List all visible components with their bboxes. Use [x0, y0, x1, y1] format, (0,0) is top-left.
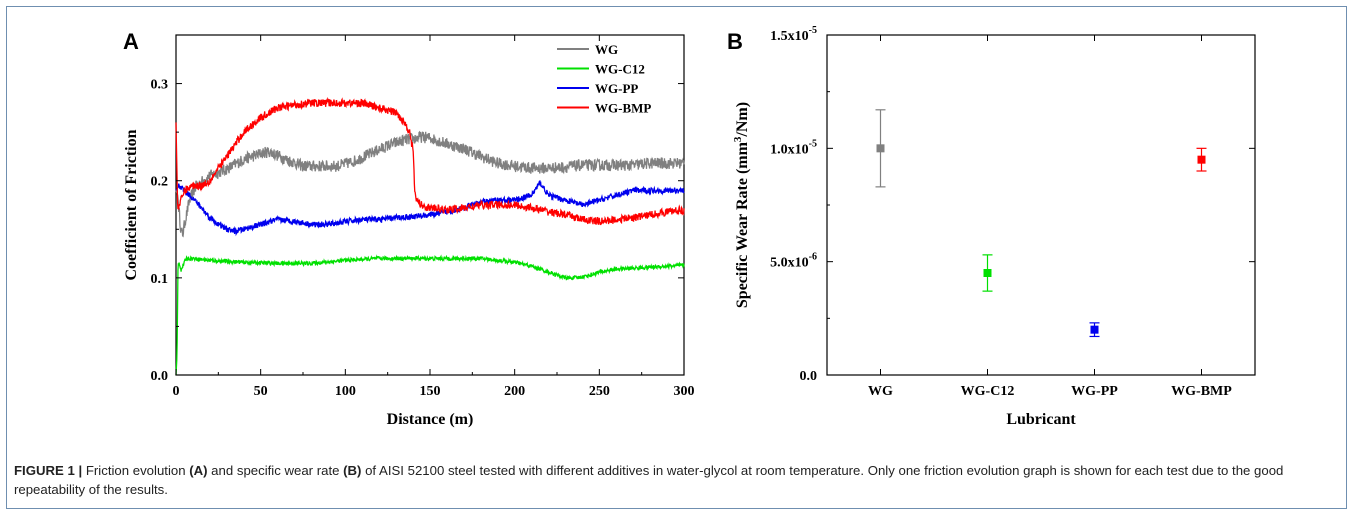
y-tick-mantissa: 1.0x10	[770, 142, 809, 157]
figure-caption: FIGURE 1 | Friction evolution (A) and sp…	[14, 461, 1339, 499]
category-label: WG-PP	[1071, 384, 1118, 399]
panel-a-x-axis-title: Distance (m)	[387, 411, 474, 428]
x-tick-label: 0	[173, 384, 180, 399]
y-tick-label: 0.2	[151, 175, 169, 190]
panel-b-letter: B	[727, 29, 743, 54]
panel-a-y-axis-title: Coefficient of Friction	[123, 129, 140, 280]
caption-text-1: Friction evolution	[82, 463, 190, 478]
x-tick-label: 100	[335, 384, 356, 399]
y-tick-label: 0.0	[800, 369, 818, 384]
panel-b-plot-frame	[826, 34, 1256, 376]
caption-text-2: and specific wear rate	[207, 463, 344, 478]
x-tick-label: 300	[674, 384, 695, 399]
figure-canvas: A 0 50 100 150 200 250 300 0.0 0.1 0.2 0.3 Distanc…	[123, 25, 1256, 428]
caption-panel-b-ref: (B)	[343, 463, 362, 478]
y-tick-label: 5.0x10-6	[770, 252, 817, 271]
series-line-wg	[175, 130, 685, 238]
panel-b-ticks: WG WG-C12 WG-PP WG-BMP0.05.0x10-61.0x10-51.…	[770, 25, 1255, 399]
panel-a-chart: 0 50 100 150 200 250 300 0.0 0.1 0.2 0.3 Distance …	[123, 34, 695, 428]
panel-b-points	[875, 109, 1207, 338]
series-line-wg-c12	[175, 254, 685, 376]
y-tick-label: 1.5x10-5	[770, 25, 817, 44]
x-tick-label: 50	[254, 384, 268, 399]
legend-label: WG-PP	[595, 81, 638, 96]
data-point-wg-pp	[1090, 325, 1099, 334]
figure-frame	[6, 6, 1347, 509]
y-tick-mantissa: 5.0x10	[770, 256, 809, 271]
y-tick-exponent: -5	[809, 138, 817, 149]
data-point-wg	[876, 144, 885, 153]
panel-a-ticks: 0 50 100 150 200 250 300 0.0 0.1 0.2 0.3	[151, 35, 695, 399]
caption-text-3: of AISI 52100 steel tested with differen…	[14, 463, 1284, 497]
y-tick-label: 0.0	[151, 369, 169, 384]
y-tick-exponent: -6	[809, 252, 817, 263]
category-label: WG	[868, 384, 893, 399]
panel-b-x-axis-title: Lubricant	[1006, 411, 1076, 428]
x-tick-label: 150	[420, 384, 441, 399]
panel-a-series-group	[175, 96, 685, 376]
panel-b-chart: WG WG-C12 WG-PP WG-BMP0.05.0x10-61.0x10-51.…	[732, 25, 1256, 428]
data-point-wg-bmp	[1197, 155, 1206, 164]
panel-a-letter: A	[123, 29, 139, 54]
category-label: WG-BMP	[1171, 384, 1232, 399]
category-label: WG-C12	[961, 384, 1015, 399]
y-tick-exponent: -5	[809, 25, 817, 36]
panel-a-legend: WG WG-C12 WG-PP WG-BMP	[557, 42, 651, 116]
panel-b-y-axis-title: Specific Wear Rate (mm3/Nm)	[732, 102, 751, 308]
series-line-wg-bmp	[175, 96, 685, 226]
y-tick-mantissa: 1.5x10	[770, 29, 809, 44]
y-tick-mantissa: 0.0	[800, 369, 818, 384]
x-tick-label: 250	[589, 384, 610, 399]
data-point-wg-c12	[983, 269, 992, 277]
series-line-wg-pp	[175, 179, 685, 237]
caption-figure-label: FIGURE 1 |	[14, 463, 83, 478]
legend-label: WG-BMP	[595, 101, 651, 116]
y-tick-label: 0.3	[151, 78, 169, 93]
caption-panel-a-ref: (A)	[189, 463, 208, 478]
y-tick-label: 1.0x10-5	[770, 138, 817, 157]
y-tick-label: 0.1	[151, 272, 169, 287]
legend-label: WG-C12	[595, 62, 645, 77]
legend-label: WG	[595, 42, 618, 57]
x-tick-label: 200	[504, 384, 525, 399]
